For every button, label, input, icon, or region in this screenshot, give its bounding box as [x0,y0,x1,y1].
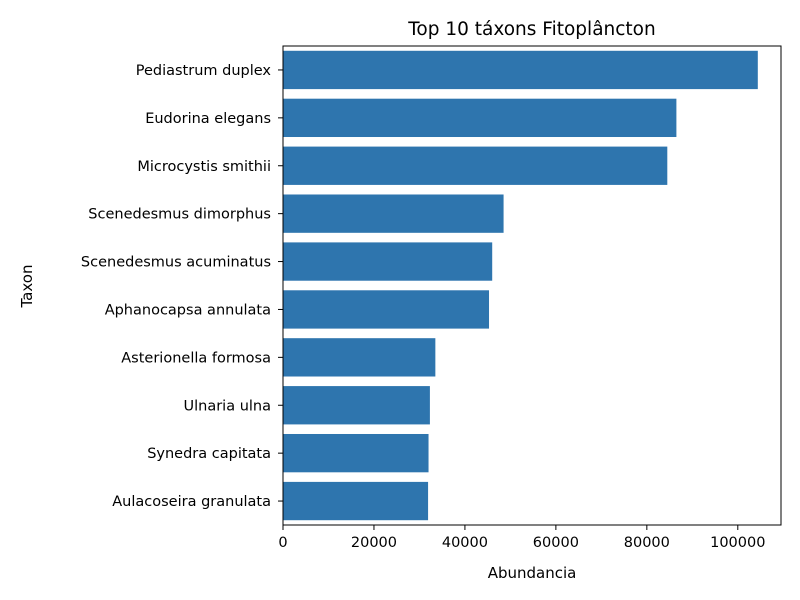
x-tick-label: 20000 [351,535,397,551]
bar-4 [283,242,493,281]
x-axis-label: Abundancia [488,564,577,582]
bar-2 [283,146,668,185]
bar-3 [283,194,504,233]
bar-6 [283,338,436,377]
y-tick-label: Scenedesmus acuminatus [81,255,271,271]
bar-8 [283,433,429,473]
bars-group [283,50,758,521]
y-tick-label: Scenedesmus dimorphus [88,207,271,223]
y-axis-label: Taxon [18,265,36,309]
y-tick-label: Synedra capitata [147,446,271,462]
x-tick-label: 80000 [624,535,670,551]
y-tick-label: Aphanocapsa annulata [105,302,271,318]
y-axis-ticks: Pediastrum duplex Eudorina elegans Microcy… [81,63,283,510]
x-tick-label: 0 [278,535,287,551]
y-tick-label: Pediastrum duplex [136,63,272,79]
x-tick-label: 40000 [442,535,488,551]
bar-9 [283,481,429,521]
y-tick-label: Ulnaria ulna [184,398,272,414]
plot-frame [282,45,782,526]
y-tick-label: Asterionella formosa [121,350,271,366]
bar-7 [283,386,430,425]
chart-title: Top 10 táxons Fitoplâncton [407,19,655,40]
y-tick-label: Aulacoseira granulata [112,494,271,510]
bar-5 [283,290,490,329]
y-tick-label: Microcystis smithii [137,159,271,175]
x-axis-ticks: 0 20000 40000 60000 80000 100000 [278,525,765,551]
x-tick-label: 100000 [710,535,765,551]
x-tick-label: 60000 [533,535,579,551]
bar-1 [283,98,677,138]
bar-0 [283,50,758,90]
y-tick-label: Eudorina elegans [145,111,271,127]
